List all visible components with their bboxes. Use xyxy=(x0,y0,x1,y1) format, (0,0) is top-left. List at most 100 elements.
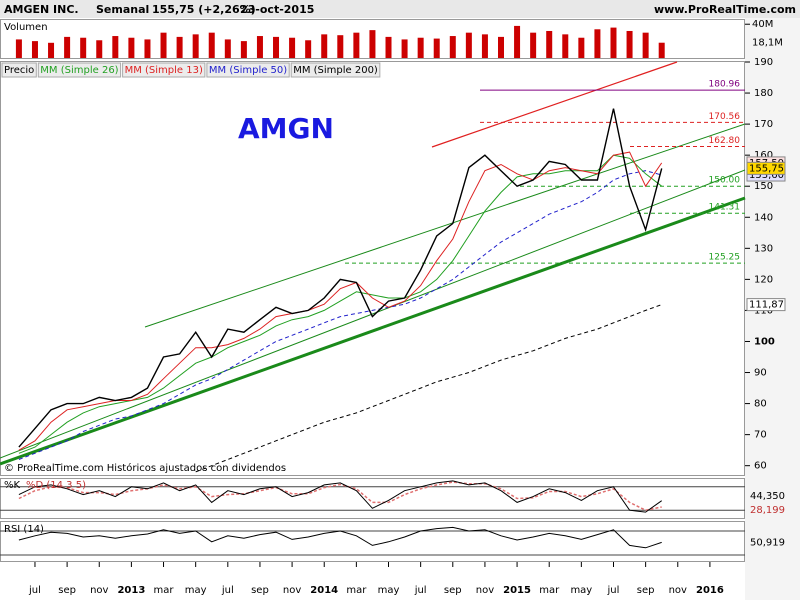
x-tick-label: mar xyxy=(154,585,175,596)
volume-bar xyxy=(433,38,440,58)
volume-bar xyxy=(224,39,231,58)
y-tick-label: 170 xyxy=(754,119,773,130)
last-price: 155,75 (+2,26%) xyxy=(152,3,256,16)
volume-bar xyxy=(15,39,22,58)
volume-bar xyxy=(546,30,553,58)
volume-bar xyxy=(192,34,199,58)
osc-tag: 28,199 xyxy=(750,505,785,516)
osc-tag: 44,350 xyxy=(750,491,785,502)
y-tick-label: 40M xyxy=(752,19,773,30)
x-tick-label: sep xyxy=(58,585,76,596)
volume-bar xyxy=(530,32,537,58)
x-tick-label: 2015 xyxy=(503,585,531,596)
x-tick-label: 2014 xyxy=(310,585,338,596)
volume-bar xyxy=(48,42,55,58)
level-label: 170.56 xyxy=(709,112,741,122)
legend: Precio MM (Simple 26) MM (Simple 13) MM (Si… xyxy=(1,62,381,78)
x-tick-label: sep xyxy=(444,585,462,596)
oscillator-line xyxy=(18,480,662,513)
y-tick-label: 180 xyxy=(754,88,773,99)
legend-box xyxy=(206,62,290,78)
level-label: 162.80 xyxy=(709,136,741,146)
volume-bar xyxy=(578,37,585,58)
period: Semanal xyxy=(96,3,149,16)
x-tick-label: nov xyxy=(90,585,108,596)
legend-entry: MM (Simple 13) xyxy=(125,65,203,76)
y-tick-label: 80 xyxy=(754,399,767,410)
price-tag-label: 155,75 xyxy=(749,163,784,174)
volume-bar xyxy=(369,30,376,58)
legend-entry: MM (Simple 50) xyxy=(209,65,287,76)
price-tag-label: 111,87 xyxy=(749,300,784,311)
volume-bar xyxy=(289,37,296,58)
x-tick-label: mar xyxy=(539,585,560,596)
volume-bar xyxy=(401,39,408,58)
y-tick-label: 140 xyxy=(754,212,773,223)
y-tick-label: 160 xyxy=(754,150,773,161)
osc-tag: 50,919 xyxy=(750,537,785,548)
x-tick-label: may xyxy=(185,585,207,596)
volume-bar xyxy=(31,41,38,58)
volume-bar xyxy=(658,42,665,58)
volume-bar xyxy=(626,30,633,58)
series-line xyxy=(18,151,663,451)
x-tick-label: sep xyxy=(251,585,269,596)
series-line xyxy=(18,154,663,454)
price-frame xyxy=(0,61,745,476)
volume-frame xyxy=(0,19,745,59)
legend-box xyxy=(37,62,122,78)
y-tick-label: 100 xyxy=(754,336,775,347)
x-tick-label: may xyxy=(570,585,592,596)
volume-bar xyxy=(385,36,392,58)
volume-bar xyxy=(64,36,71,58)
price-tag xyxy=(746,298,786,312)
legend-box xyxy=(290,62,381,78)
legend-box xyxy=(1,62,37,78)
volume-bar xyxy=(465,32,472,58)
x-tick-label: 2016 xyxy=(696,585,724,596)
x-tick-label: 2013 xyxy=(117,585,145,596)
x-tick-label: nov xyxy=(669,585,687,596)
trend-line xyxy=(431,61,678,148)
level-label: 150.00 xyxy=(709,176,741,186)
oscillator-line xyxy=(18,526,662,549)
stoch-frame xyxy=(0,478,745,519)
x-tick-label: jul xyxy=(607,585,620,596)
legend-entry: MM (Simple 26) xyxy=(40,65,118,76)
trend-line xyxy=(0,169,746,459)
trend-line xyxy=(144,123,746,328)
volume-bar xyxy=(498,36,504,58)
volume-bar xyxy=(240,41,247,58)
volume-bar xyxy=(128,37,135,58)
volume-bar xyxy=(481,34,488,58)
x-tick-label: nov xyxy=(476,585,494,596)
y-tick-label: 90 xyxy=(754,368,767,379)
trend-line xyxy=(0,196,746,466)
volume-bar xyxy=(321,34,328,58)
volume-bar xyxy=(208,32,215,58)
y-tick-label: 120 xyxy=(754,274,773,285)
x-tick-label: mar xyxy=(346,585,367,596)
volume-bar xyxy=(417,37,424,58)
x-tick-label: jul xyxy=(28,585,41,596)
stock-name: AMGEN INC. xyxy=(4,3,79,16)
site: www.ProRealTime.com xyxy=(654,3,796,16)
y-tick-label: 130 xyxy=(754,243,773,254)
panel-label: %D (14 3 5) xyxy=(26,480,86,491)
x-tick-label: sep xyxy=(637,585,655,596)
volume-bar xyxy=(112,36,119,58)
y-tick-label: 60 xyxy=(754,461,767,472)
volume-bar xyxy=(160,32,167,58)
y-tick-label: 190 xyxy=(754,57,773,68)
series-line xyxy=(18,108,663,448)
level-label: 180.96 xyxy=(709,80,741,90)
volume-bar xyxy=(273,36,280,58)
volume-bar xyxy=(449,36,456,58)
note: © ProRealTime.com Históricos ajustados c… xyxy=(4,462,286,474)
volume-bar xyxy=(96,40,103,58)
price-tag xyxy=(746,161,786,175)
volume-tag: 18,1M xyxy=(752,38,783,49)
volume-bar xyxy=(610,27,617,58)
panel-label: RSI (14) xyxy=(4,524,44,535)
